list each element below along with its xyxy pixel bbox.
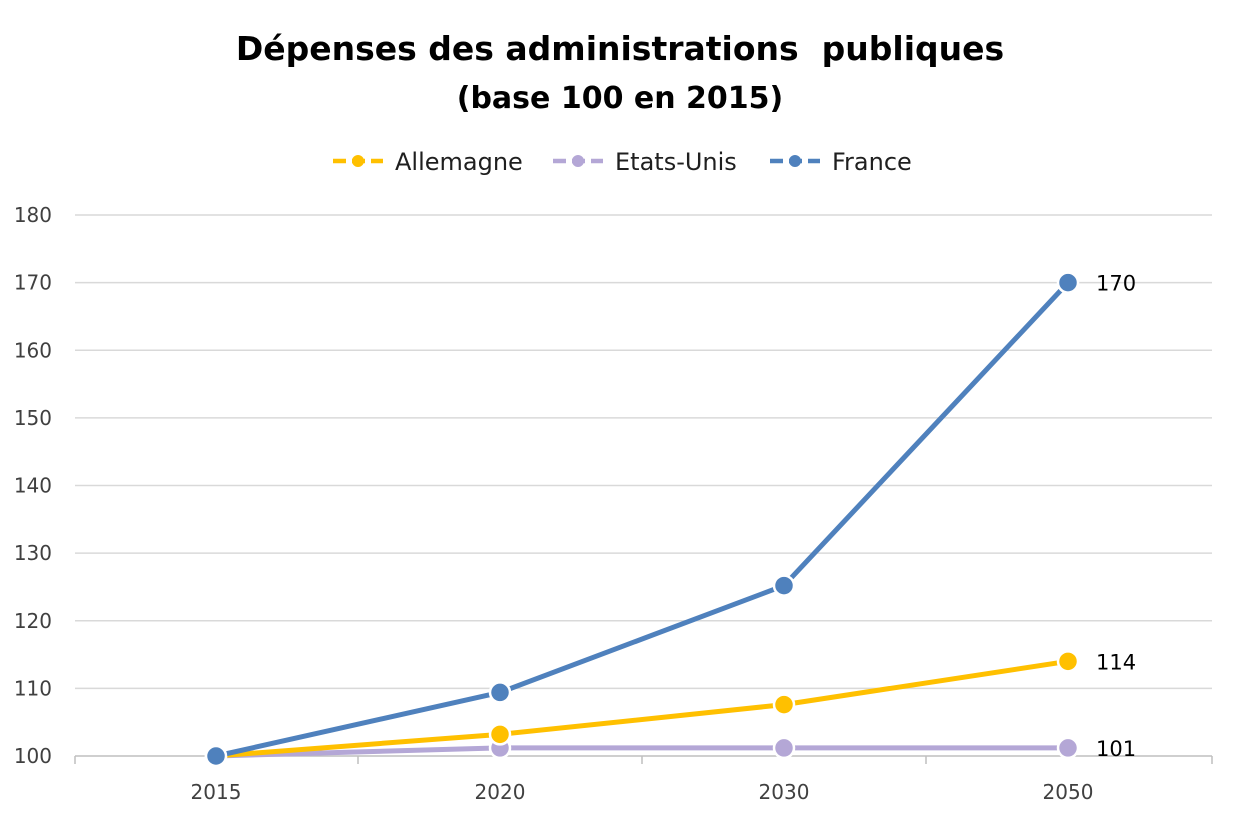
- series-line-etats-unis: [215, 745, 1068, 759]
- data-point-france: [772, 574, 796, 597]
- y-tick-label: 130: [14, 541, 52, 565]
- data-point-allemagne: [1056, 650, 1080, 673]
- series-line-allemagne: [215, 658, 1069, 759]
- legend-swatch-marker: [789, 155, 801, 167]
- data-point-etats-unis: [1056, 736, 1080, 760]
- data-point-france: [204, 744, 228, 768]
- y-axis-ticks: 100 110 120 130 140 150 160 170 180: [14, 203, 52, 768]
- x-tick-label: 2050: [1043, 780, 1094, 804]
- series-group: [204, 271, 1080, 768]
- y-tick-label: 150: [14, 406, 52, 430]
- data-labels: 114 101 170: [1096, 272, 1136, 761]
- x-tick-label: 2020: [475, 780, 526, 804]
- chart-subtitle: (base 100 en 2015): [457, 81, 784, 116]
- y-tick-label: 110: [14, 676, 52, 700]
- y-tick-label: 160: [14, 338, 52, 362]
- data-label-etats-unis: 101: [1096, 737, 1136, 761]
- legend-label-etats-unis: Etats-Unis: [615, 148, 737, 176]
- data-point-etats-unis: [772, 736, 796, 760]
- y-tick-label: 170: [14, 271, 52, 295]
- data-label-france: 170: [1096, 272, 1136, 296]
- x-tick-label: 2015: [191, 780, 242, 804]
- x-tick-label: 2030: [759, 780, 810, 804]
- y-tick-label: 180: [14, 203, 52, 227]
- legend: Allemagne Etats-Unis France: [333, 148, 912, 176]
- data-point-allemagne: [488, 723, 512, 746]
- chart-title: Dépenses des administrations publiques: [236, 29, 1004, 68]
- data-point-france: [488, 681, 512, 704]
- y-tick-label: 140: [14, 474, 52, 498]
- legend-swatch-marker: [352, 155, 364, 167]
- legend-label-allemagne: Allemagne: [395, 148, 523, 176]
- y-tick-label: 100: [14, 744, 52, 768]
- data-point-france: [1056, 271, 1080, 294]
- legend-label-france: France: [832, 148, 912, 176]
- x-axis-ticks: 2015 2020 2030 2050: [74, 756, 1213, 804]
- gridlines: [75, 214, 1212, 757]
- data-point-allemagne: [772, 693, 796, 716]
- y-tick-label: 120: [14, 609, 52, 633]
- series-line-france: [215, 280, 1070, 759]
- legend-swatch-marker: [572, 155, 584, 167]
- data-label-allemagne: 114: [1096, 650, 1136, 674]
